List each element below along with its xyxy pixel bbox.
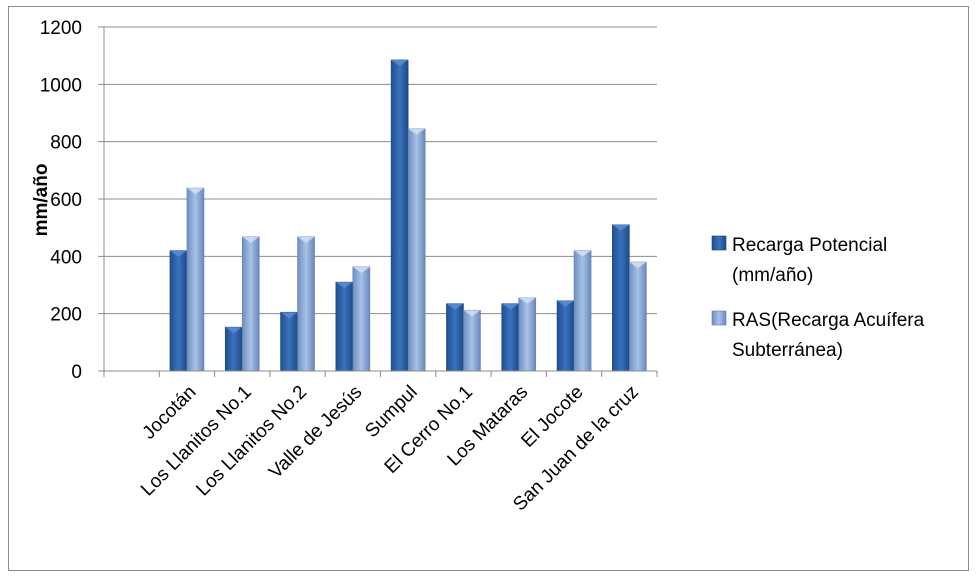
bar [573,250,592,372]
legend-swatch [711,310,727,326]
bar [518,297,537,372]
y-axis-label: mm/año [31,164,52,237]
bar [556,300,575,372]
y-tick-label: 0 [71,362,82,383]
legend-swatch [711,235,727,251]
y-tick-label: 1200 [40,18,82,39]
bar [224,326,243,372]
bar-cap [446,303,464,310]
bar [501,303,520,372]
y-tick-label: 200 [50,305,82,326]
x-axis [103,370,658,377]
legend-label: Recarga Potencial [732,235,887,256]
bars [169,59,647,372]
bar [335,281,354,372]
bar [186,187,205,372]
y-tick-labels: 0 200 400 600 800 1000 1200 [40,18,82,383]
bar-cap [557,300,575,307]
bar-cap [335,282,353,289]
bar [352,266,371,372]
bar [297,236,315,372]
bar [169,250,188,372]
legend-label: Subterránea) [732,340,843,361]
bar-cap [280,312,298,319]
y-tick-label: 1000 [40,75,82,96]
bar-cap [463,310,481,317]
bar-cap [186,188,204,195]
bar-cap [518,297,536,304]
bar [446,303,464,372]
bar [612,224,630,372]
legend-label: (mm/año) [732,265,813,286]
bar [629,261,647,372]
bar-cap [629,262,647,269]
bar [280,311,298,372]
bar-cap [352,266,370,273]
y-tick-label: 800 [50,133,82,154]
bar-cap [574,250,592,257]
bar-cap [391,59,409,66]
bar [390,59,409,372]
chart-frame [8,6,969,571]
y-tick-label: 600 [50,190,82,211]
bar-cap [501,303,519,310]
bar-cap [225,327,243,334]
bar [463,309,481,372]
bar-cap [612,224,630,231]
bar-cap [297,236,315,243]
bar-cap [169,250,187,257]
bar-cap [408,128,426,135]
bar [407,128,426,372]
legend-label: RAS(Recarga Acuífera [732,310,925,331]
bar-cap [242,236,260,243]
bar [241,236,260,372]
legend: Recarga Potencial (mm/año) RAS(Recarga Acu… [711,235,925,361]
y-tick-label: 400 [50,247,82,268]
